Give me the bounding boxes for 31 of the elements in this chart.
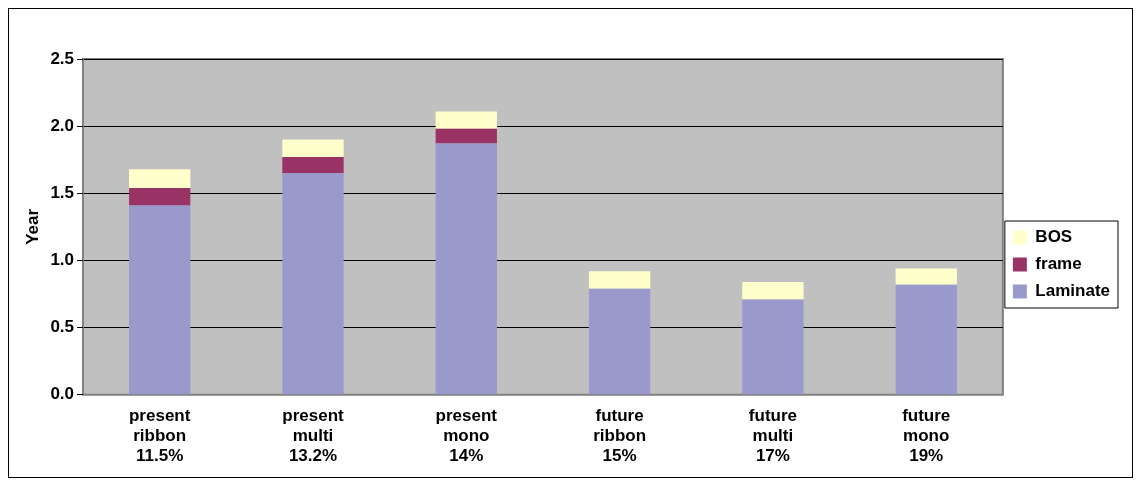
- bar: [435, 128, 497, 144]
- bar: [895, 284, 957, 395]
- legend-label: BOS: [1035, 227, 1073, 247]
- bar: [282, 173, 344, 395]
- bar: [282, 157, 344, 174]
- y-axis-title: Year: [22, 208, 42, 245]
- bar: [435, 143, 497, 395]
- bar: [742, 281, 804, 300]
- y-tick-label: 2.5: [50, 48, 75, 68]
- bar: [742, 299, 804, 395]
- x-tick-label: future mono 19%: [902, 405, 951, 466]
- y-tick-label: 1.5: [50, 183, 75, 203]
- legend-label: Laminate: [1035, 281, 1111, 301]
- x-tick-label: present mono 14%: [435, 405, 498, 466]
- x-tick-label: present multi 13.2%: [282, 405, 345, 466]
- y-tick-label: 0.5: [50, 317, 75, 337]
- bar: [588, 288, 651, 395]
- y-tick-label: 0.0: [50, 384, 75, 404]
- legend-label: frame: [1035, 254, 1082, 274]
- y-tick-label: 1.0: [50, 250, 75, 270]
- bar: [435, 111, 497, 129]
- bar: [588, 271, 651, 289]
- x-tick-label: present ribbon 11.5%: [128, 405, 191, 466]
- bar: [129, 169, 191, 188]
- bar: [895, 268, 957, 285]
- bar: [129, 205, 191, 395]
- bar: [129, 187, 191, 206]
- bar: [282, 139, 344, 158]
- x-tick-label: future ribbon 15%: [593, 405, 647, 466]
- y-tick-label: 2.0: [50, 115, 75, 135]
- x-tick-label: future multi 17%: [748, 405, 797, 466]
